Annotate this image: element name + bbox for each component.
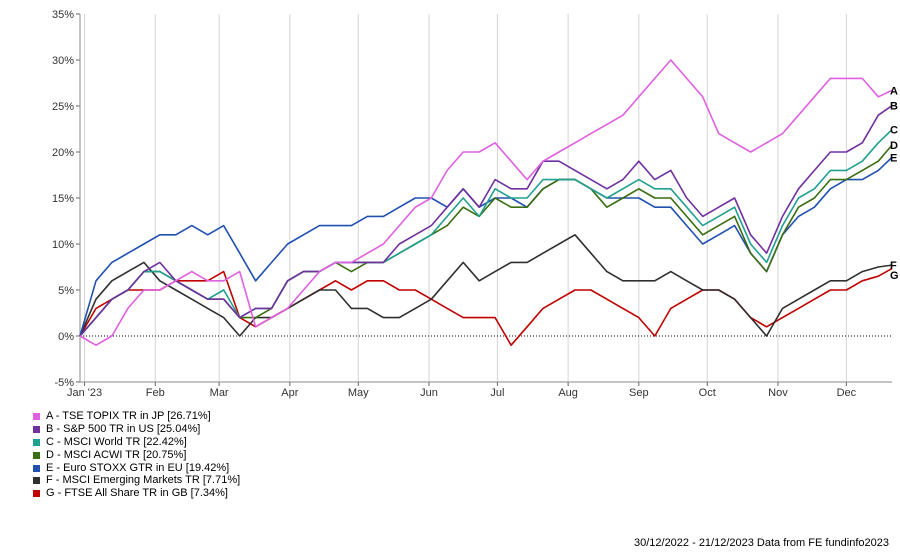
legend-item: G - FTSE All Share TR in GB [7.34%] bbox=[33, 487, 240, 500]
x-tick-label: Mar bbox=[210, 387, 229, 399]
legend-label: D - MSCI ACWI TR [20.75%] bbox=[46, 448, 187, 461]
legend-item: E - Euro STOXX GTR in EU [19.42%] bbox=[33, 462, 240, 475]
legend-item: D - MSCI ACWI TR [20.75%] bbox=[33, 449, 240, 462]
y-tick-label: 35% bbox=[52, 9, 74, 21]
legend-label: C - MSCI World TR [22.42%] bbox=[46, 435, 187, 448]
legend-label: A - TSE TOPIX TR in JP [26.71%] bbox=[46, 410, 211, 422]
chart-canvas: Jan '23 Feb Mar Apr May Jun Jul Aug Sep Oct Nov Dec… bbox=[52, 9, 899, 399]
series-line-d bbox=[79, 144, 893, 337]
legend-item: C - MSCI World TR [22.42%] bbox=[33, 436, 240, 449]
legend-swatch bbox=[33, 438, 40, 446]
x-tick-label: Oct bbox=[699, 387, 716, 399]
legend-label: E - Euro STOXX GTR in EU [19.42%] bbox=[46, 461, 230, 474]
line-chart: Jan '23 Feb Mar Apr May Jun Jul Aug Sep Oct Nov Dec… bbox=[52, 9, 899, 399]
series-end-key-a: A bbox=[890, 85, 898, 97]
series-line-a bbox=[79, 59, 893, 347]
legend-swatch bbox=[33, 490, 40, 498]
series-line-b bbox=[79, 104, 893, 337]
x-tick-label: Dec bbox=[837, 387, 857, 399]
y-tick-label: 20% bbox=[52, 147, 74, 159]
legend-item: A - TSE TOPIX TR in JP [26.71%] bbox=[33, 410, 240, 423]
series-line-f bbox=[79, 234, 893, 337]
series-end-key-g: G bbox=[890, 270, 899, 282]
series-end-key-c: C bbox=[890, 125, 898, 137]
legend-swatch bbox=[33, 464, 40, 472]
x-tick-label: Jan '23 bbox=[67, 387, 102, 399]
y-tick-label: 30% bbox=[52, 55, 74, 67]
x-tick-label: May bbox=[348, 387, 369, 399]
legend-item: F - MSCI Emerging Markets TR [7.71%] bbox=[33, 474, 240, 487]
y-tick-label: 10% bbox=[52, 239, 74, 251]
series-end-key-b: B bbox=[890, 101, 898, 113]
x-tick-label: Jul bbox=[490, 387, 504, 399]
data-source-note: 30/12/2022 - 21/12/2023 Data from FE fun… bbox=[633, 537, 889, 549]
y-tick-label: 0% bbox=[58, 331, 74, 343]
series-end-key-f: F bbox=[890, 260, 897, 272]
x-tick-label: Jun bbox=[420, 387, 438, 399]
series-line-c bbox=[79, 129, 893, 337]
series-line-g bbox=[79, 267, 893, 347]
y-tick-label: 5% bbox=[58, 285, 74, 297]
legend-label: G - FTSE All Share TR in GB [7.34%] bbox=[46, 487, 228, 500]
legend-label: F - MSCI Emerging Markets TR [7.71%] bbox=[46, 474, 241, 487]
x-tick-label: Nov bbox=[768, 387, 788, 399]
legend-swatch bbox=[33, 425, 40, 433]
y-tick-label: 15% bbox=[52, 193, 74, 205]
y-tick-label: 25% bbox=[52, 101, 74, 113]
series-end-key-e: E bbox=[890, 152, 897, 164]
legend-swatch bbox=[33, 412, 40, 420]
legend-label: B - S&P 500 TR in US [25.04%] bbox=[46, 422, 201, 435]
x-tick-label: Feb bbox=[146, 387, 165, 399]
series-end-key-d: D bbox=[890, 140, 898, 152]
legend-item: B - S&P 500 TR in US [25.04%] bbox=[33, 423, 240, 436]
legend-swatch bbox=[33, 477, 40, 485]
chart-legend: A - TSE TOPIX TR in JP [26.71%] B - S&P 5… bbox=[33, 410, 240, 500]
x-tick-label: Sep bbox=[629, 387, 649, 399]
legend-swatch bbox=[33, 451, 40, 459]
x-tick-label: Apr bbox=[281, 387, 298, 399]
y-tick-label: -5% bbox=[54, 377, 74, 389]
x-tick-label: Aug bbox=[558, 387, 578, 399]
